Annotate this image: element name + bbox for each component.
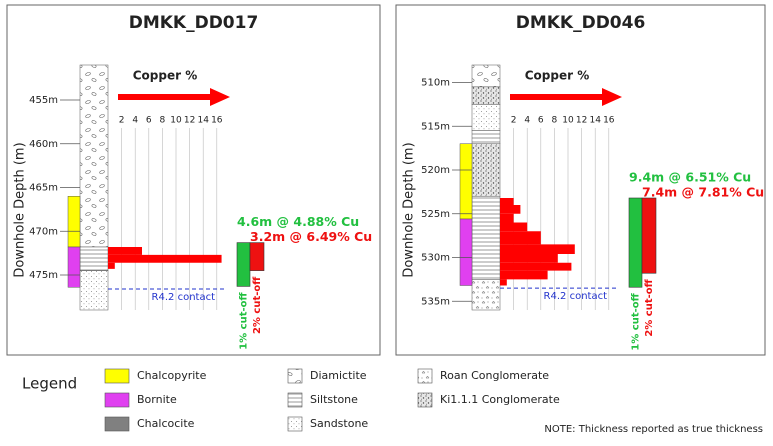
cutoff-summary: 4.6m @ 4.88% Cu bbox=[237, 214, 359, 229]
bar bbox=[108, 255, 222, 263]
cutoff-bar bbox=[642, 198, 656, 273]
legend-label: Roan Conglomerate bbox=[440, 369, 549, 382]
legend-label: Bornite bbox=[137, 393, 177, 406]
bar bbox=[500, 205, 520, 214]
x-tick-label: 2 bbox=[119, 116, 125, 126]
chart-title: DMKK_DD017 bbox=[129, 13, 259, 33]
legend-label: Diamictite bbox=[310, 369, 367, 382]
y-tick-label: 460m bbox=[29, 139, 58, 150]
contact-label: R4.2 contact bbox=[544, 291, 608, 302]
legend-label: Ki1.1.1 Conglomerate bbox=[440, 393, 560, 406]
lithology-interval bbox=[472, 144, 500, 197]
x-tick-label: 8 bbox=[160, 116, 166, 126]
lithology-interval bbox=[472, 196, 500, 279]
lithology-interval bbox=[472, 87, 500, 105]
x-tick-label: 8 bbox=[552, 116, 558, 126]
x-tick-label: 4 bbox=[132, 116, 138, 126]
y-axis-label: Downhole Depth (m) bbox=[402, 142, 417, 277]
note: NOTE: Thickness reported as true thickne… bbox=[544, 424, 763, 435]
lithology-interval bbox=[80, 247, 108, 271]
x-tick-label: 12 bbox=[184, 116, 195, 126]
y-tick-label: 525m bbox=[421, 209, 450, 220]
x-axis-label: Copper % bbox=[525, 69, 590, 83]
legend-label: Chalcocite bbox=[137, 417, 195, 430]
x-axis-label: Copper % bbox=[133, 69, 198, 83]
y-tick-label: 515m bbox=[421, 121, 450, 132]
legend-swatch bbox=[105, 417, 129, 431]
y-tick-label: 465m bbox=[29, 183, 58, 194]
legend-swatch bbox=[288, 417, 302, 431]
legend-label: Chalcopyrite bbox=[137, 369, 207, 382]
x-tick-label: 4 bbox=[524, 116, 530, 126]
mineral-interval bbox=[68, 247, 80, 287]
bar bbox=[500, 198, 514, 205]
x-tick-label: 16 bbox=[211, 116, 223, 126]
legend-title: Legend bbox=[22, 375, 77, 393]
x-tick-label: 6 bbox=[146, 116, 152, 126]
figure: NOTE: Thickness reported as true thickne… bbox=[0, 0, 773, 442]
x-tick-label: 14 bbox=[589, 116, 601, 126]
legend-label: Sandstone bbox=[310, 417, 368, 430]
bar bbox=[108, 263, 115, 269]
y-tick-label: 455m bbox=[29, 95, 58, 106]
y-tick-label: 470m bbox=[29, 226, 58, 237]
cutoff-bar bbox=[250, 243, 264, 271]
lithology-interval bbox=[472, 131, 500, 144]
x-tick-label: 2 bbox=[511, 116, 517, 126]
legend-swatch bbox=[105, 393, 129, 407]
y-tick-label: 535m bbox=[421, 296, 450, 307]
cutoff-bar bbox=[629, 198, 642, 287]
y-tick-label: 530m bbox=[421, 253, 450, 264]
x-tick-label: 14 bbox=[197, 116, 209, 126]
y-tick-label: 510m bbox=[421, 78, 450, 89]
bar bbox=[500, 254, 558, 263]
mineral-interval bbox=[460, 144, 472, 219]
lithology-interval bbox=[80, 65, 108, 247]
mineral-interval bbox=[68, 196, 80, 247]
bar bbox=[500, 279, 507, 285]
x-tick-label: 6 bbox=[538, 116, 544, 126]
lithology-interval bbox=[472, 104, 500, 130]
cutoff-bar bbox=[237, 243, 250, 287]
lithology-interval bbox=[472, 65, 500, 87]
lithology-interval bbox=[80, 271, 108, 310]
legend-swatch bbox=[288, 393, 302, 407]
legend-swatch bbox=[418, 369, 432, 383]
x-tick-label: 12 bbox=[576, 116, 587, 126]
cutoff-label: 1% cut-off bbox=[631, 292, 642, 350]
legend-swatch bbox=[288, 369, 302, 383]
x-tick-label: 10 bbox=[170, 116, 182, 126]
y-axis-label: Downhole Depth (m) bbox=[13, 142, 28, 277]
cutoff-summary: 9.4m @ 6.51% Cu bbox=[629, 170, 751, 185]
cutoff-label: 2% cut-off bbox=[252, 276, 263, 334]
bar bbox=[500, 263, 571, 271]
legend-swatch bbox=[105, 369, 129, 383]
cutoff-summary: 7.4m @ 7.81% Cu bbox=[642, 185, 764, 200]
contact-label: R4.2 contact bbox=[152, 292, 216, 303]
cutoff-label: 2% cut-off bbox=[644, 278, 655, 336]
x-tick-label: 16 bbox=[603, 116, 615, 126]
mineral-interval bbox=[460, 219, 472, 286]
cutoff-summary: 3.2m @ 6.49% Cu bbox=[250, 229, 372, 244]
x-tick-label: 10 bbox=[562, 116, 574, 126]
bar bbox=[500, 223, 527, 232]
bar bbox=[500, 231, 541, 244]
y-tick-label: 475m bbox=[29, 270, 58, 281]
bar bbox=[500, 271, 548, 280]
chart-title: DMKK_DD046 bbox=[516, 13, 646, 33]
page: NOTE: Thickness reported as true thickne… bbox=[0, 0, 773, 446]
bar bbox=[500, 214, 514, 223]
lithology-interval bbox=[472, 279, 500, 310]
cutoff-label: 1% cut-off bbox=[239, 291, 250, 349]
y-tick-label: 520m bbox=[421, 165, 450, 176]
bar bbox=[108, 247, 142, 255]
bar bbox=[500, 244, 575, 254]
legend-label: Siltstone bbox=[310, 393, 358, 406]
legend-swatch bbox=[418, 393, 432, 407]
